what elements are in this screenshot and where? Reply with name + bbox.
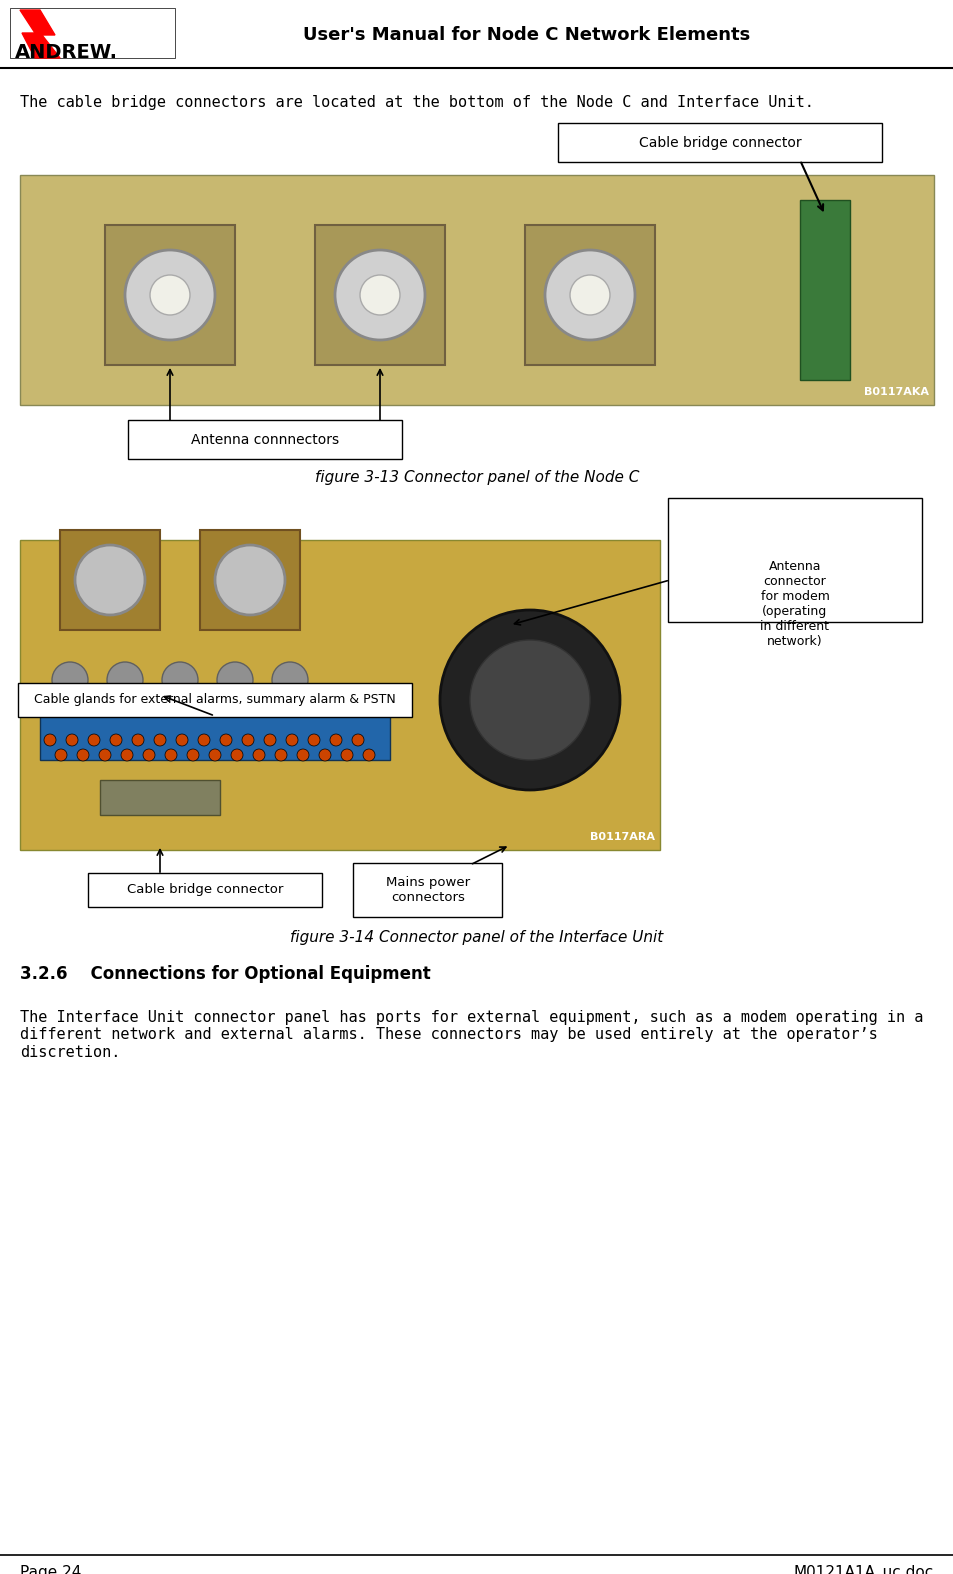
- Text: B0117AKA: B0117AKA: [863, 387, 928, 397]
- Circle shape: [55, 749, 67, 760]
- Circle shape: [66, 733, 78, 746]
- Circle shape: [110, 733, 122, 746]
- Circle shape: [274, 749, 287, 760]
- Text: The cable bridge connectors are located at the bottom of the Node C and Interfac: The cable bridge connectors are located …: [20, 94, 813, 110]
- Bar: [20, 540, 659, 850]
- Text: figure 3-13 Connector panel of the Node C: figure 3-13 Connector panel of the Node …: [314, 471, 639, 485]
- Circle shape: [77, 749, 89, 760]
- Text: Antenna connnectors: Antenna connnectors: [191, 433, 338, 447]
- Text: 3.2.6    Connections for Optional Equipment: 3.2.6 Connections for Optional Equipment: [20, 965, 431, 984]
- Circle shape: [264, 733, 275, 746]
- Circle shape: [187, 749, 199, 760]
- Circle shape: [318, 749, 331, 760]
- Bar: [524, 225, 655, 365]
- Circle shape: [175, 733, 188, 746]
- Text: Cable bridge connector: Cable bridge connector: [638, 135, 801, 150]
- Text: figure 3-14 Connector panel of the Interface Unit: figure 3-14 Connector panel of the Inter…: [290, 930, 663, 944]
- Circle shape: [242, 733, 253, 746]
- Bar: [200, 530, 299, 630]
- Circle shape: [132, 733, 144, 746]
- Bar: [100, 781, 220, 815]
- Text: The Interface Unit connector panel has ports for external equipment, such as a m: The Interface Unit connector panel has p…: [20, 1011, 923, 1059]
- Circle shape: [153, 733, 166, 746]
- Circle shape: [52, 663, 88, 697]
- Circle shape: [220, 733, 232, 746]
- Circle shape: [439, 611, 619, 790]
- Circle shape: [150, 275, 190, 315]
- Circle shape: [214, 545, 285, 615]
- Circle shape: [330, 733, 341, 746]
- FancyBboxPatch shape: [558, 123, 882, 162]
- Circle shape: [352, 733, 364, 746]
- Text: M0121A1A_uc.doc: M0121A1A_uc.doc: [793, 1565, 933, 1574]
- Text: User's Manual for Node C Network Elements: User's Manual for Node C Network Element…: [303, 27, 750, 44]
- FancyBboxPatch shape: [128, 420, 401, 460]
- Text: ANDREW.: ANDREW.: [15, 42, 118, 61]
- Bar: [105, 225, 234, 365]
- Circle shape: [296, 749, 309, 760]
- Circle shape: [231, 749, 243, 760]
- Circle shape: [75, 545, 145, 615]
- Text: Antenna
connector
for modem
(operating
in different
network): Antenna connector for modem (operating i…: [760, 560, 828, 648]
- FancyBboxPatch shape: [18, 683, 412, 718]
- Circle shape: [335, 250, 424, 340]
- Circle shape: [544, 250, 635, 340]
- Circle shape: [121, 749, 132, 760]
- Circle shape: [286, 733, 297, 746]
- Circle shape: [143, 749, 154, 760]
- Bar: [40, 710, 390, 760]
- Text: Cable glands for external alarms, summary alarm & PSTN: Cable glands for external alarms, summar…: [34, 694, 395, 707]
- Circle shape: [165, 749, 177, 760]
- Circle shape: [363, 749, 375, 760]
- Text: Page 24: Page 24: [20, 1565, 81, 1574]
- Text: Cable bridge connector: Cable bridge connector: [127, 883, 283, 897]
- Circle shape: [272, 663, 308, 697]
- FancyBboxPatch shape: [88, 874, 322, 907]
- Bar: [314, 225, 444, 365]
- Bar: [800, 200, 849, 379]
- FancyBboxPatch shape: [353, 863, 501, 918]
- Circle shape: [308, 733, 319, 746]
- Circle shape: [44, 733, 56, 746]
- Circle shape: [125, 250, 214, 340]
- Circle shape: [107, 663, 143, 697]
- Circle shape: [216, 663, 253, 697]
- Circle shape: [209, 749, 221, 760]
- Circle shape: [88, 733, 100, 746]
- Text: Mains power
connectors: Mains power connectors: [386, 877, 470, 903]
- Polygon shape: [20, 9, 60, 58]
- Circle shape: [359, 275, 399, 315]
- Circle shape: [470, 641, 589, 760]
- Circle shape: [569, 275, 609, 315]
- Circle shape: [198, 733, 210, 746]
- Bar: [20, 175, 933, 405]
- Circle shape: [253, 749, 265, 760]
- Circle shape: [99, 749, 111, 760]
- Bar: [60, 530, 160, 630]
- Text: B0117ARA: B0117ARA: [589, 833, 655, 842]
- Circle shape: [340, 749, 353, 760]
- FancyBboxPatch shape: [667, 497, 921, 622]
- Circle shape: [162, 663, 198, 697]
